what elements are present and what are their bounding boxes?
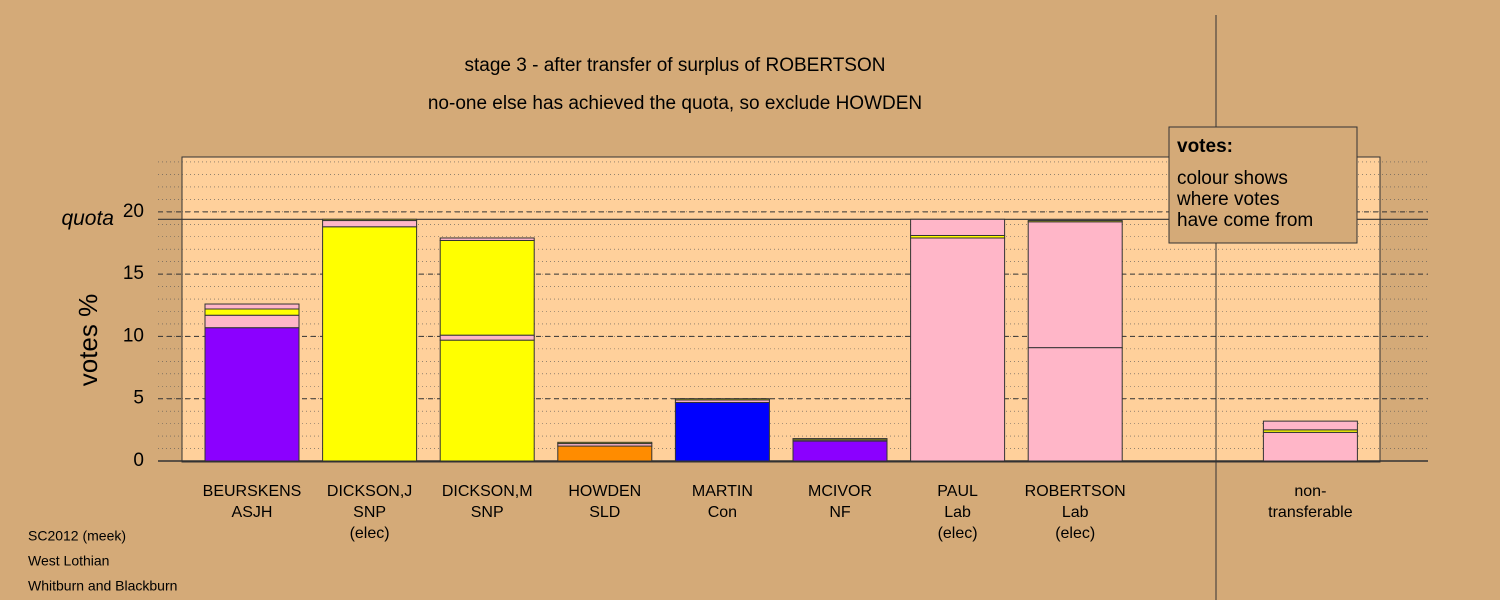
bar-segment bbox=[204, 308, 300, 316]
bar-segment bbox=[439, 339, 535, 462]
x-tick-label: PAUL bbox=[937, 483, 978, 500]
bar-segment bbox=[322, 218, 418, 222]
bar-segment bbox=[1027, 220, 1123, 223]
bar-segment bbox=[204, 327, 300, 462]
footer-text: SC2012 (meek) bbox=[28, 528, 126, 544]
x-tick-label: HOWDEN bbox=[568, 483, 641, 500]
bar-segment bbox=[792, 438, 888, 441]
bar-segment bbox=[204, 314, 300, 329]
quota-label: quota bbox=[61, 207, 114, 230]
x-tick-label: (elec) bbox=[1055, 525, 1095, 542]
bar-segment bbox=[1262, 431, 1358, 462]
x-tick-label: SLD bbox=[589, 504, 620, 521]
bar-segment bbox=[322, 220, 418, 228]
x-tick-label: Con bbox=[708, 504, 737, 521]
legend-title: votes: bbox=[1177, 136, 1233, 157]
bar-segment bbox=[792, 440, 888, 462]
bar-segment bbox=[674, 401, 770, 462]
x-tick-label: DICKSON,M bbox=[442, 483, 533, 500]
bar-segment bbox=[439, 237, 535, 241]
x-tick-label: MCIVOR bbox=[808, 483, 872, 500]
bar-segment bbox=[557, 441, 653, 445]
x-tick-label: Lab bbox=[944, 504, 971, 521]
x-tick-label: transferable bbox=[1268, 504, 1353, 521]
x-tick-label: Lab bbox=[1062, 504, 1089, 521]
y-tick-label: 5 bbox=[133, 388, 144, 409]
y-tick-label: 20 bbox=[123, 201, 144, 222]
legend: votes: colour shows where votes have com… bbox=[1168, 126, 1358, 244]
y-axis-label: votes % bbox=[73, 294, 103, 387]
bar-segment bbox=[910, 237, 1006, 462]
x-tick-label: SNP bbox=[353, 504, 386, 521]
x-tick-label: DICKSON,J bbox=[327, 483, 412, 500]
legend-box bbox=[1168, 126, 1358, 244]
bar-segment bbox=[439, 239, 535, 336]
x-tick-label: NF bbox=[829, 504, 851, 521]
x-tick-label: non- bbox=[1294, 483, 1326, 500]
bar-segment bbox=[1027, 347, 1123, 462]
footer-text: Whitburn and Blackburn bbox=[28, 578, 177, 594]
y-tick-label: 10 bbox=[123, 325, 144, 346]
x-tick-label: BEURSKENS bbox=[203, 483, 302, 500]
bar-segment bbox=[1262, 420, 1358, 431]
bar-segment bbox=[674, 398, 770, 401]
x-tick-label: ASJH bbox=[232, 504, 273, 521]
bar-segment bbox=[557, 445, 653, 462]
bar-segment bbox=[1027, 221, 1123, 349]
bar-segment bbox=[439, 334, 535, 341]
y-tick-label: 15 bbox=[123, 263, 144, 284]
bar-segment bbox=[204, 303, 300, 310]
x-tick-label: (elec) bbox=[938, 525, 978, 542]
x-tick-label: ROBERTSON bbox=[1025, 483, 1126, 500]
x-tick-label: (elec) bbox=[350, 525, 390, 542]
y-tick-label: 0 bbox=[133, 450, 144, 471]
legend-text: where votes bbox=[1176, 189, 1279, 210]
footer-text: West Lothian bbox=[28, 553, 109, 569]
bar-segment bbox=[322, 226, 418, 462]
chart-subtitle: no-one else has achieved the quota, so e… bbox=[428, 93, 922, 114]
bar-segment bbox=[910, 218, 1006, 236]
x-tick-label: MARTIN bbox=[692, 483, 753, 500]
x-tick-label: SNP bbox=[471, 504, 504, 521]
legend-text: colour shows bbox=[1177, 168, 1288, 189]
legend-text: have come from bbox=[1177, 210, 1313, 231]
chart-title: stage 3 - after transfer of surplus of R… bbox=[465, 55, 886, 76]
